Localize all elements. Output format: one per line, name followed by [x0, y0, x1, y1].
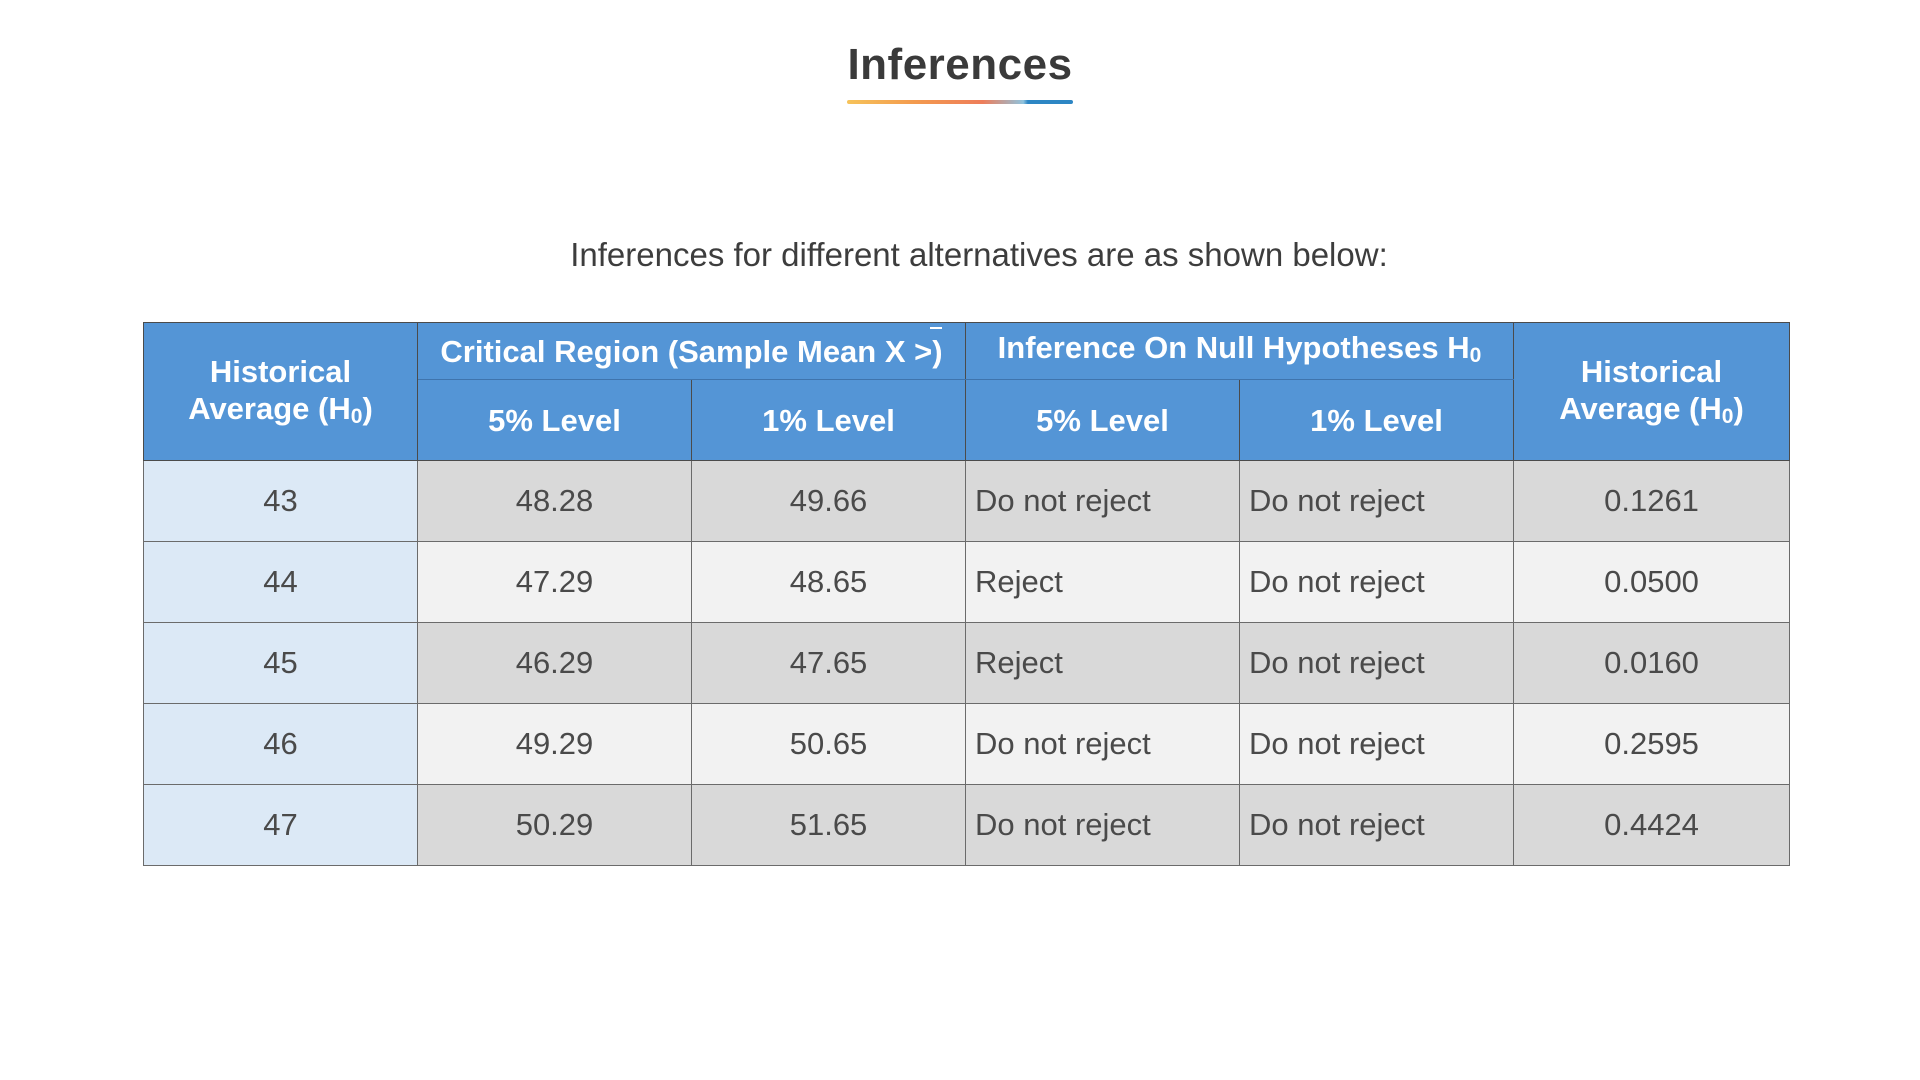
cell-critical-5: 46.29: [417, 622, 692, 704]
header-critical-region-prefix: Critical Region (Sample Mean X: [440, 333, 906, 369]
inferences-table: Historical Average (H0) Critical Region …: [143, 322, 1791, 866]
table-row: 47 50.29 51.65 Do not reject Do not reje…: [143, 784, 1791, 866]
cell-value: 0.0160: [1513, 622, 1791, 704]
cell-value: 0.4424: [1513, 784, 1791, 866]
cell-historical-average: 43: [143, 460, 418, 542]
page-subtitle: Inferences for different alternatives ar…: [570, 236, 1388, 273]
page-title: Inferences: [847, 36, 1073, 104]
cell-historical-average: 45: [143, 622, 418, 704]
cell-inference-5: Do not reject: [965, 460, 1241, 542]
table-row: 44 47.29 48.65 Reject Do not reject 0.05…: [143, 541, 1791, 623]
header-right-h0-subscript: 0: [1721, 404, 1734, 428]
header-h0-subscript: 0: [350, 404, 363, 428]
cell-value: 0.2595: [1513, 703, 1791, 785]
cell-inference-1: Do not reject: [1239, 703, 1515, 785]
cell-historical-average: 44: [143, 541, 418, 623]
cell-critical-1: 48.65: [690, 541, 967, 623]
header-historical-average-line2: Average (H: [188, 390, 351, 426]
cell-critical-1: 49.66: [690, 460, 967, 542]
header-critical-region: Critical Region (Sample Mean X >): [416, 322, 967, 380]
subheader-critical-1: 1% Level: [690, 379, 967, 461]
table-row: 46 49.29 50.65 Do not reject Do not reje…: [143, 703, 1791, 785]
cell-critical-1: 50.65: [690, 703, 967, 785]
title-container: Inferences: [0, 36, 1920, 104]
xbar-symbol: [906, 326, 941, 370]
cell-inference-1: Do not reject: [1239, 622, 1515, 704]
header-historical-average: Historical Average (H0): [143, 322, 418, 461]
header-inference-text: Inference On Null Hypotheses H: [997, 329, 1470, 365]
page-title-text: Inferences: [847, 40, 1073, 89]
header-right-close-paren: ): [1733, 390, 1744, 426]
header-historical-average-right: Historical Average (H0): [1513, 322, 1791, 461]
header-critical-region-suffix: >): [914, 333, 943, 369]
cell-critical-5: 50.29: [417, 784, 692, 866]
title-underline: [847, 100, 1073, 104]
cell-value: 0.0500: [1513, 541, 1791, 623]
header-historical-average-line1: Historical: [209, 353, 352, 389]
header-close-paren: ): [362, 390, 373, 426]
table-row: 45 46.29 47.65 Reject Do not reject 0.01…: [143, 622, 1791, 704]
cell-inference-5: Do not reject: [965, 703, 1241, 785]
cell-value: 0.1261: [1513, 460, 1791, 542]
cell-inference-1: Do not reject: [1239, 460, 1515, 542]
table-row: 43 48.28 49.66 Do not reject Do not reje…: [143, 460, 1791, 542]
cell-historical-average: 46: [143, 703, 418, 785]
cell-critical-1: 51.65: [690, 784, 967, 866]
cell-inference-5: Reject: [965, 541, 1241, 623]
cell-critical-5: 47.29: [417, 541, 692, 623]
header-inference-null-hypotheses: Inference On Null Hypotheses H0: [965, 322, 1515, 380]
header-right-line2: Average (H: [1559, 390, 1722, 426]
subheader-inference-5: 5% Level: [965, 379, 1241, 461]
header-right-line1: Historical: [1580, 353, 1723, 389]
cell-inference-1: Do not reject: [1239, 541, 1515, 623]
cell-inference-1: Do not reject: [1239, 784, 1515, 866]
header-inference-h0-subscript: 0: [1469, 343, 1482, 367]
cell-critical-5: 48.28: [417, 460, 692, 542]
cell-critical-1: 47.65: [690, 622, 967, 704]
subheader-critical-5: 5% Level: [417, 379, 692, 461]
cell-inference-5: Do not reject: [965, 784, 1241, 866]
subheader-inference-1: 1% Level: [1239, 379, 1515, 461]
cell-inference-5: Reject: [965, 622, 1241, 704]
cell-historical-average: 47: [143, 784, 418, 866]
cell-critical-5: 49.29: [417, 703, 692, 785]
